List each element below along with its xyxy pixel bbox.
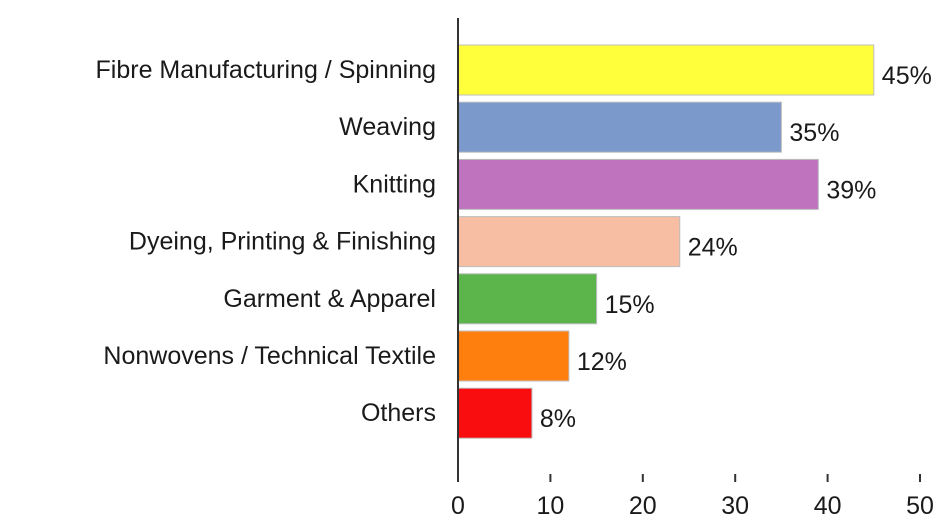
- category-label: Others: [361, 399, 436, 427]
- x-tick-label: 30: [721, 492, 749, 520]
- bar-2: [457, 158, 819, 210]
- value-label: 45%: [882, 62, 932, 90]
- category-label: Fibre Manufacturing / Spinning: [96, 56, 436, 84]
- category-label: Weaving: [339, 113, 436, 141]
- bar-1: [457, 101, 782, 153]
- value-label: 8%: [540, 405, 576, 433]
- x-tick-label: 40: [814, 492, 842, 520]
- x-axis-ticks: 0 10 20 30 40 50: [451, 474, 934, 520]
- value-labels: 45% 35% 39% 24% 15% 12% 8%: [540, 62, 932, 433]
- category-label: Dyeing, Printing & Finishing: [129, 228, 436, 256]
- value-label: 15%: [605, 291, 655, 319]
- x-tick-label: 10: [536, 492, 564, 520]
- bar-3: [457, 216, 681, 268]
- x-tick-label: 20: [629, 492, 657, 520]
- value-label: 35%: [789, 119, 839, 147]
- category-label: Garment & Apparel: [223, 285, 436, 313]
- category-label: Knitting: [353, 170, 436, 198]
- bar-4: [457, 273, 598, 325]
- category-label: Nonwovens / Technical Textile: [103, 342, 436, 370]
- value-label: 24%: [688, 234, 738, 262]
- bars-layer: [457, 44, 875, 439]
- bar-0: [457, 44, 875, 96]
- x-tick-label: 0: [451, 492, 465, 520]
- value-label: 39%: [826, 176, 876, 204]
- value-label: 12%: [577, 348, 627, 376]
- x-tick-label: 50: [906, 492, 934, 520]
- bar-6: [457, 387, 533, 439]
- bar-5: [457, 330, 570, 382]
- category-labels: Fibre Manufacturing / Spinning Weaving Kni…: [96, 56, 436, 427]
